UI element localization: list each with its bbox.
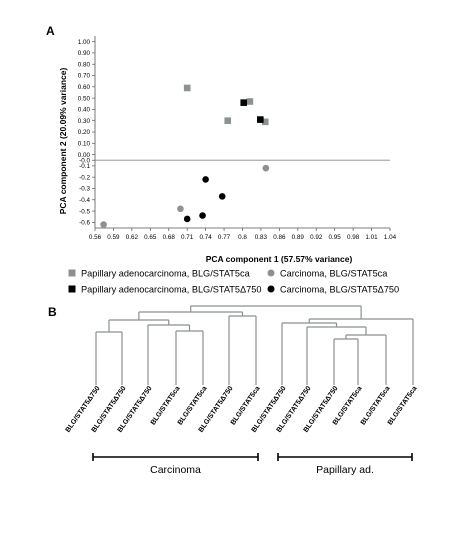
data-point-square — [246, 98, 254, 105]
legend-entry: Papillary adenocarcinoma, BLG/STAT5ca — [81, 268, 251, 278]
data-point-circle — [202, 176, 209, 183]
y-tick-label: 0.10 — [78, 140, 91, 147]
legend: Papillary adenocarcinoma, BLG/STAT5ca Pap… — [68, 268, 399, 294]
data-point-circle — [262, 164, 270, 172]
x-tick-label: 0.8 — [238, 234, 247, 241]
y-tick-label: -0.1 — [79, 163, 90, 170]
y-tick-label: -0.5 — [79, 208, 90, 215]
y-tick-label: 0.30 — [78, 118, 91, 125]
data-point-circle — [199, 212, 206, 219]
x-tick-label: 0.86 — [273, 234, 286, 241]
y-tick-label: 0.70 — [78, 73, 91, 80]
data-point-circle — [183, 215, 191, 223]
pca-scatter-plot: 1.00 0.90 0.80 0.70 0.60 0.50 0.40 0.30 0.20 0.10… — [78, 36, 397, 241]
y-tick-label: 0.00 — [78, 152, 91, 159]
group-label: Papillary ad. — [316, 464, 374, 476]
legend-marker-square — [68, 285, 76, 293]
x-tick-label: 0.56 — [89, 234, 102, 241]
data-point-square — [183, 84, 191, 92]
x-tick-label: 0.98 — [347, 234, 360, 241]
x-tick-label: 0.74 — [199, 234, 212, 241]
y-tick-label: 0.60 — [78, 84, 91, 91]
y-tick-label: 0.20 — [78, 129, 91, 136]
legend-marker-square — [68, 269, 76, 277]
x-tick-label: 0.68 — [163, 234, 176, 241]
legend-entry: Carcinoma, BLG/STAT5ca — [280, 268, 388, 278]
x-tick-label: 1.01 — [365, 234, 378, 241]
y-tick-label: 0.50 — [78, 95, 91, 102]
panel-b-label: B — [48, 305, 57, 319]
dendrogram: BLG/STAT5Δ750BLG/STAT5Δ750BLG/STAT5Δ750B… — [65, 305, 419, 434]
x-tick-label: 0.65 — [144, 234, 157, 241]
group-label: Carcinoma — [150, 464, 201, 476]
x-tick-label: 0.92 — [310, 234, 323, 241]
x-tick-label: 0.59 — [107, 234, 120, 241]
group-brackets: Carcinoma Papillary ad. — [92, 453, 413, 476]
y-tick-label: 0.80 — [78, 61, 91, 68]
dendrogram-leaf-label: BLG/STAT5ca — [387, 385, 419, 426]
dendrogram-leaf-label: BLG/STAT5ca — [150, 385, 182, 426]
data-point-circle — [100, 221, 107, 228]
y-tick-label: -0.0 — [79, 157, 90, 164]
y-tick-label: 0.40 — [78, 107, 91, 114]
legend-marker-circle — [267, 269, 275, 277]
y-tick-label: -0.6 — [79, 220, 90, 227]
x-tick-label: 1.04 — [384, 234, 397, 241]
x-tick-label: 0.62 — [126, 234, 139, 241]
x-tick-label: 0.71 — [181, 234, 194, 241]
legend-marker-circle — [267, 285, 275, 293]
legend-entry: Carcinoma, BLG/STAT5Δ750 — [280, 284, 399, 294]
x-tick-label: 0.83 — [255, 234, 268, 241]
data-point-square — [261, 118, 269, 126]
panel-a-label: A — [46, 24, 55, 38]
y-tick-label: 1.00 — [78, 39, 91, 46]
dendrogram-leaf-label: BLG/STAT5ca — [360, 385, 392, 426]
y-tick-label: -0.3 — [79, 186, 90, 193]
data-point-square — [257, 116, 264, 123]
x-axis-title: PCA component 1 (57.57% variance) — [206, 254, 353, 264]
y-tick-label: -0.4 — [79, 197, 90, 204]
x-tick-label: 0.95 — [329, 234, 342, 241]
y-tick-label: 0.90 — [78, 50, 91, 57]
data-point-circle — [177, 205, 184, 213]
x-tick-label: 0.89 — [292, 234, 305, 241]
legend-entry: Papillary adenocarcinoma, BLG/STAT5Δ750 — [81, 284, 261, 294]
y-axis-title: PCA component 2 (20.09% variance) — [58, 68, 68, 215]
data-point-square — [240, 99, 248, 106]
x-tick-label: 0.77 — [218, 234, 231, 241]
data-point-square — [224, 117, 232, 125]
data-point-circle — [218, 193, 226, 200]
y-tick-label: -0.2 — [79, 174, 90, 181]
